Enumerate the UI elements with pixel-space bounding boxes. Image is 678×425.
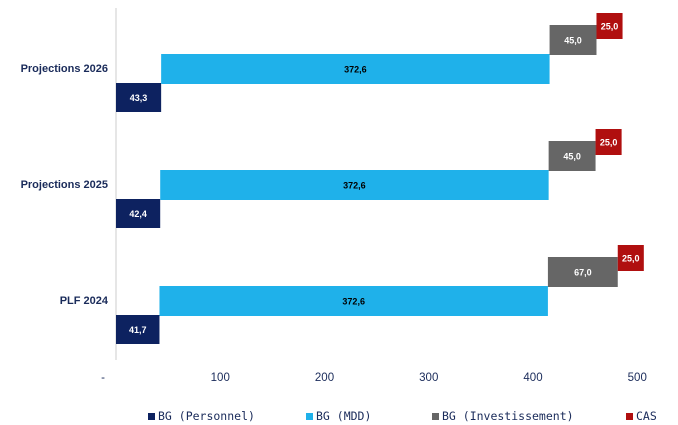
data-label-cas: 25,0	[622, 254, 640, 264]
data-label-bg-investissement: 67,0	[574, 268, 592, 278]
data-label-bg-investissement: 45,0	[563, 152, 581, 162]
category-labels: Projections 2026 Projections 2025 PLF 2024	[21, 63, 109, 307]
bar-bg-mdd	[160, 170, 549, 200]
legend-swatch-bg-investissement	[432, 413, 439, 420]
x-tick-label: 500	[628, 372, 647, 384]
legend-label-bg-mdd: BG (MDD)	[316, 409, 371, 423]
bar-bg-investissement	[549, 25, 597, 55]
category-label: Projections 2026	[21, 63, 108, 75]
legend-swatch-cas	[626, 413, 633, 420]
bar-bg-investissement	[547, 257, 618, 287]
legend-swatch-bg-personnel	[148, 413, 155, 420]
bar-bg-personnel	[116, 315, 160, 344]
bar-bg-mdd	[159, 286, 548, 316]
legend-swatch-bg-mdd	[306, 413, 313, 420]
x-axis-ticks: - 100 200 300 400 500	[101, 372, 647, 384]
category-label: PLF 2024	[60, 295, 109, 307]
bar-bg-personnel	[116, 199, 161, 228]
category-label: Projections 2025	[21, 179, 108, 191]
bar-cas	[595, 129, 622, 155]
data-label-bg-mdd: 372,6	[343, 181, 366, 191]
data-label-bg-personnel: 42,4	[129, 209, 147, 219]
bars-group: 43,3 372,6 45,0 25,0 42,4 372,6 45,0 25,0 41,7 37…	[116, 13, 644, 344]
legend-label-bg-investissement: BG (Investissement)	[442, 409, 574, 423]
bar-bg-mdd	[161, 54, 550, 84]
data-label-cas: 25,0	[601, 22, 619, 32]
data-label-bg-mdd: 372,6	[342, 297, 365, 307]
data-label-cas: 25,0	[600, 138, 618, 148]
x-tick-label: 400	[523, 372, 542, 384]
bar-bg-investissement	[548, 141, 596, 171]
bar-cas	[617, 245, 644, 271]
x-tick-label: 100	[211, 372, 230, 384]
data-label-bg-personnel: 43,3	[130, 93, 148, 103]
bar-bg-personnel	[116, 83, 162, 112]
data-label-bg-personnel: 41,7	[129, 325, 147, 335]
bar-cas	[596, 13, 623, 39]
legend-label-bg-personnel: BG (Personnel)	[158, 409, 255, 423]
data-label-bg-mdd: 372,6	[344, 65, 367, 75]
x-tick-label: 300	[419, 372, 438, 384]
legend: BG (Personnel) BG (MDD) BG (Investissement…	[148, 409, 657, 423]
legend-label-cas: CAS	[636, 409, 657, 423]
x-tick-label: 200	[315, 372, 334, 384]
x-tick-label: -	[101, 372, 105, 384]
data-label-bg-investissement: 45,0	[564, 36, 582, 46]
